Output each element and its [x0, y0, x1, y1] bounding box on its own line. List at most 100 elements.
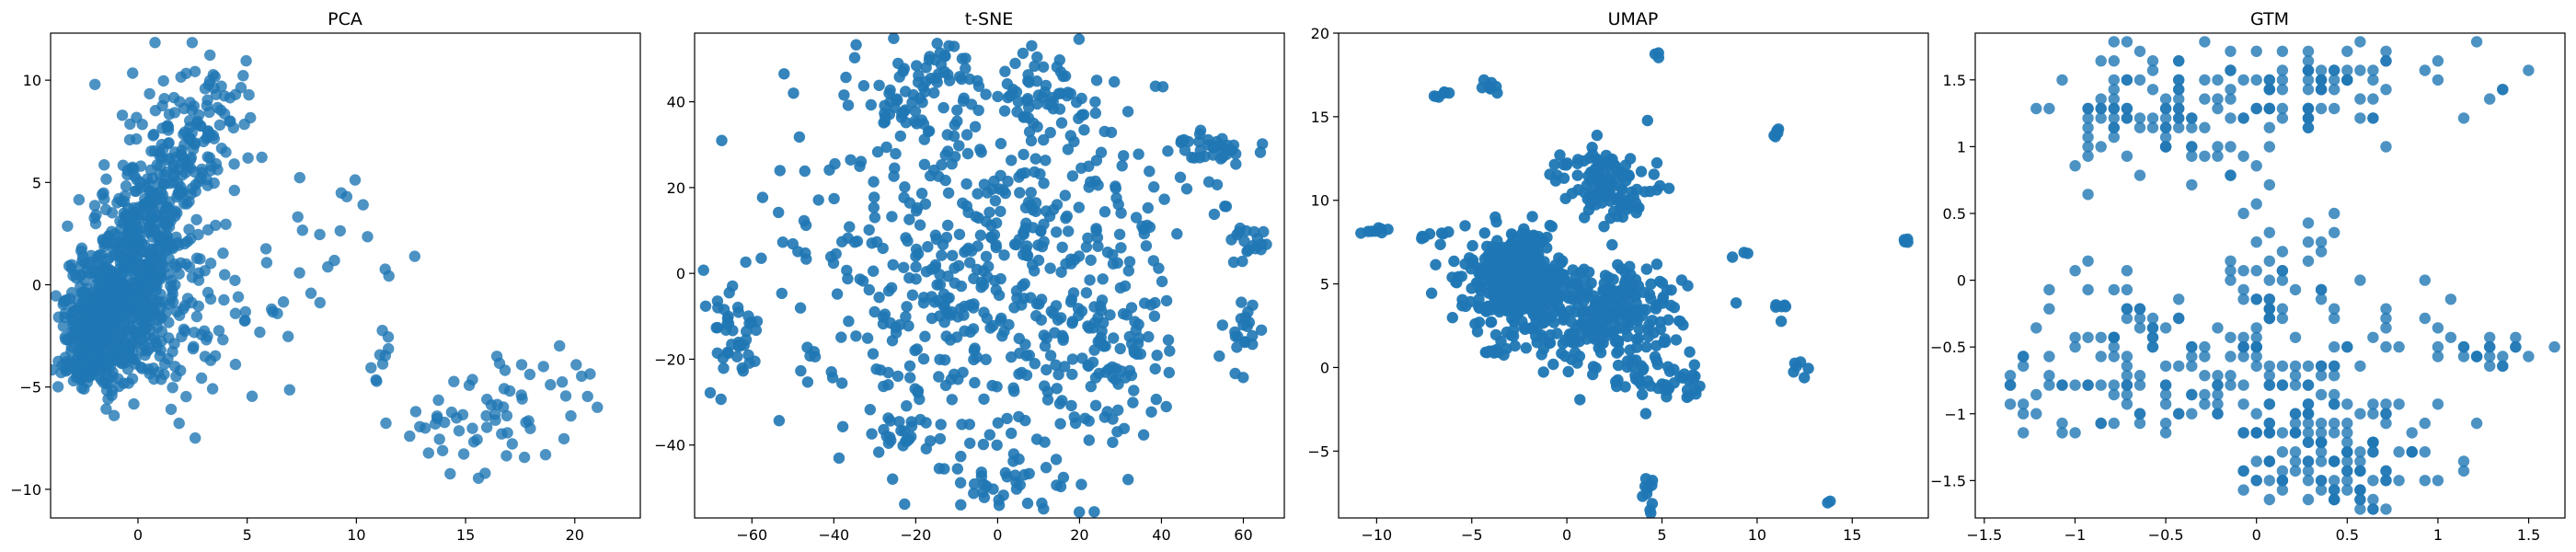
scatter-point: [1650, 156, 1663, 169]
scatter-point: [2548, 340, 2560, 353]
scatter-point: [1013, 368, 1025, 380]
scatter-point: [1002, 91, 1014, 104]
scatter-point: [1073, 33, 1086, 45]
scatter-point: [228, 158, 240, 170]
scatter-point: [2212, 102, 2224, 115]
scatter-point: [155, 326, 167, 338]
scatter-point: [2419, 64, 2431, 76]
scatter-point: [1150, 393, 1163, 406]
scatter-point: [1247, 329, 1259, 342]
scatter-point: [57, 320, 69, 332]
scatter-point: [962, 206, 974, 219]
scatter-point: [184, 97, 196, 109]
scatter-point: [130, 353, 142, 365]
scatter-point: [986, 379, 998, 392]
scatter-point: [928, 296, 941, 308]
scatter-point: [2432, 54, 2444, 67]
scatter-point: [1675, 274, 1688, 286]
scatter-point: [2302, 360, 2315, 373]
scatter-point: [1231, 228, 1243, 241]
scatter-point: [911, 60, 923, 72]
scatter-point: [980, 353, 992, 365]
scatter-point: [1016, 167, 1028, 180]
scatter-point: [189, 65, 201, 78]
scatter-point: [995, 205, 1006, 217]
scatter-point: [1624, 153, 1637, 165]
scatter-point: [1612, 166, 1624, 178]
scatter-point: [2315, 484, 2328, 496]
scatter-point: [1014, 187, 1026, 199]
scatter-point: [2212, 74, 2224, 86]
scatter-point: [985, 232, 998, 244]
scatter-point: [2212, 370, 2224, 382]
scatter-point: [974, 229, 987, 241]
scatter-point: [94, 316, 106, 328]
x-tick-label: 10: [347, 526, 365, 544]
scatter-point: [2393, 398, 2405, 410]
scatter-point: [892, 57, 904, 70]
scatter-point: [2329, 455, 2340, 467]
scatter-point: [2237, 484, 2249, 496]
scatter-point: [1254, 146, 1267, 158]
scatter-point: [1089, 96, 1101, 109]
scatter-point: [1638, 362, 1650, 374]
scatter-point: [2004, 370, 2017, 382]
scatter-point: [955, 450, 967, 463]
scatter-point: [2069, 379, 2081, 391]
scatter-point: [1618, 294, 1630, 306]
scatter-point: [2289, 408, 2302, 420]
scatter-point: [1238, 235, 1250, 247]
scatter-point: [1021, 497, 1034, 510]
scatter-point: [467, 436, 480, 448]
scatter-point: [868, 176, 880, 188]
scatter-point: [2276, 312, 2289, 325]
scatter-point: [1001, 78, 1014, 90]
scatter-point: [100, 403, 112, 415]
scatter-point: [1090, 224, 1102, 236]
scatter-point: [1566, 188, 1579, 200]
scatter-point: [506, 438, 518, 450]
scatter-point: [1193, 135, 1205, 148]
scatter-point: [983, 206, 995, 218]
scatter-point: [1434, 238, 1446, 250]
scatter-point: [2159, 427, 2172, 439]
scatter-point: [1482, 259, 1494, 271]
scatter-point: [718, 362, 730, 374]
scatter-point: [1044, 350, 1057, 362]
scatter-point: [98, 159, 110, 171]
scatter-points: [51, 37, 604, 484]
y-tick-label: 15: [1311, 109, 1329, 126]
scatter-point: [960, 52, 972, 64]
scatter-point: [942, 68, 954, 81]
scatter-point: [2108, 283, 2120, 296]
scatter-point: [1236, 296, 1248, 308]
scatter-point: [960, 178, 972, 190]
scatter-point: [2056, 427, 2068, 439]
scatter-point: [2212, 141, 2224, 153]
scatter-point: [1611, 347, 1623, 359]
scatter-point: [1054, 418, 1066, 430]
scatter-point: [2484, 351, 2496, 362]
scatter-point: [998, 105, 1011, 117]
scatter-point: [88, 200, 101, 212]
scatter-point: [229, 358, 242, 371]
scatter-point: [212, 164, 224, 176]
scatter-point: [912, 201, 924, 214]
scatter-point: [1028, 117, 1040, 130]
scatter-point: [1073, 201, 1086, 213]
scatter-point: [2263, 274, 2275, 286]
scatter-point: [1520, 229, 1532, 241]
scatter-point: [1044, 262, 1056, 274]
scatter-point: [2108, 331, 2120, 343]
scatter-point: [445, 406, 458, 419]
scatter-point: [2302, 493, 2315, 506]
scatter-point: [1525, 278, 1537, 290]
scatter-point: [2263, 121, 2275, 133]
scatter-point: [914, 219, 926, 231]
scatter-point: [934, 269, 946, 281]
y-tick-label: −1.5: [1930, 472, 1966, 489]
scatter-point: [174, 96, 186, 108]
scatter-point: [153, 178, 165, 190]
scatter-point: [1788, 366, 1800, 378]
scatter-point: [565, 409, 577, 422]
